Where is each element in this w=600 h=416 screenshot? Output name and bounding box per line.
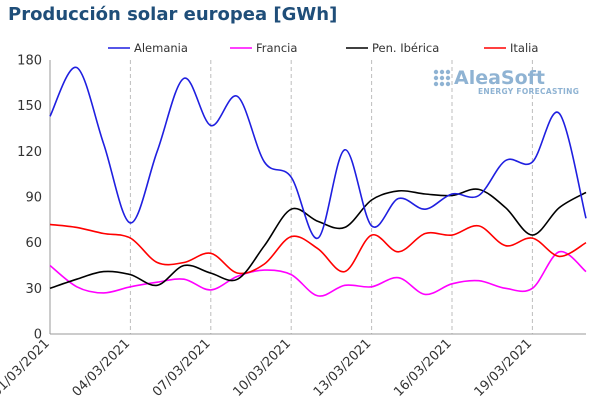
- logo-dots-icon: [433, 69, 451, 87]
- aleasoft-logo: AleaSoft ENERGY FORECASTING: [433, 67, 579, 96]
- y-tick-label: 90: [25, 191, 42, 206]
- series-line-francia: [49, 250, 587, 297]
- y-tick-label: 180: [17, 54, 42, 69]
- x-tick-label: 04/03/2021: [70, 336, 134, 400]
- legend-label-italia: Italia: [510, 41, 538, 55]
- y-tick-label: 120: [17, 145, 42, 160]
- y-tick-label: 150: [17, 99, 42, 114]
- x-tick-label: 16/03/2021: [391, 336, 455, 400]
- y-tick-label: 30: [25, 282, 42, 297]
- series-line-pen-iberica: [49, 188, 587, 290]
- logo-tagline: ENERGY FORECASTING: [478, 87, 579, 96]
- series-layer: [49, 66, 587, 297]
- y-tick-label: 60: [25, 236, 42, 251]
- legend-label-francia: Francia: [256, 41, 297, 55]
- x-tick-label: 13/03/2021: [311, 336, 375, 400]
- x-tick-label: 10/03/2021: [230, 336, 294, 400]
- logo-name: AleaSoft: [454, 67, 545, 89]
- y-tick-label: 0: [34, 328, 42, 343]
- legend-label-alemania: Alemania: [134, 41, 188, 55]
- grid-layer: [129, 60, 533, 334]
- chart-title: Producción solar europea [GWh]: [8, 4, 338, 25]
- x-tick-label: 19/03/2021: [472, 336, 536, 400]
- series-line-alemania: [49, 66, 587, 239]
- series-line-italia: [49, 223, 587, 275]
- x-tick-label: 07/03/2021: [150, 336, 214, 400]
- legend-label-pen-iberica: Pen. Ibérica: [372, 41, 439, 55]
- axis-layer: 0 30 60 90 120 150 180 01/03/2021 04/03/2021 07/0…: [0, 54, 586, 400]
- x-tick-label: 01/03/2021: [0, 336, 53, 400]
- legend: Alemania Francia Pen. Ibérica Italia: [108, 41, 538, 55]
